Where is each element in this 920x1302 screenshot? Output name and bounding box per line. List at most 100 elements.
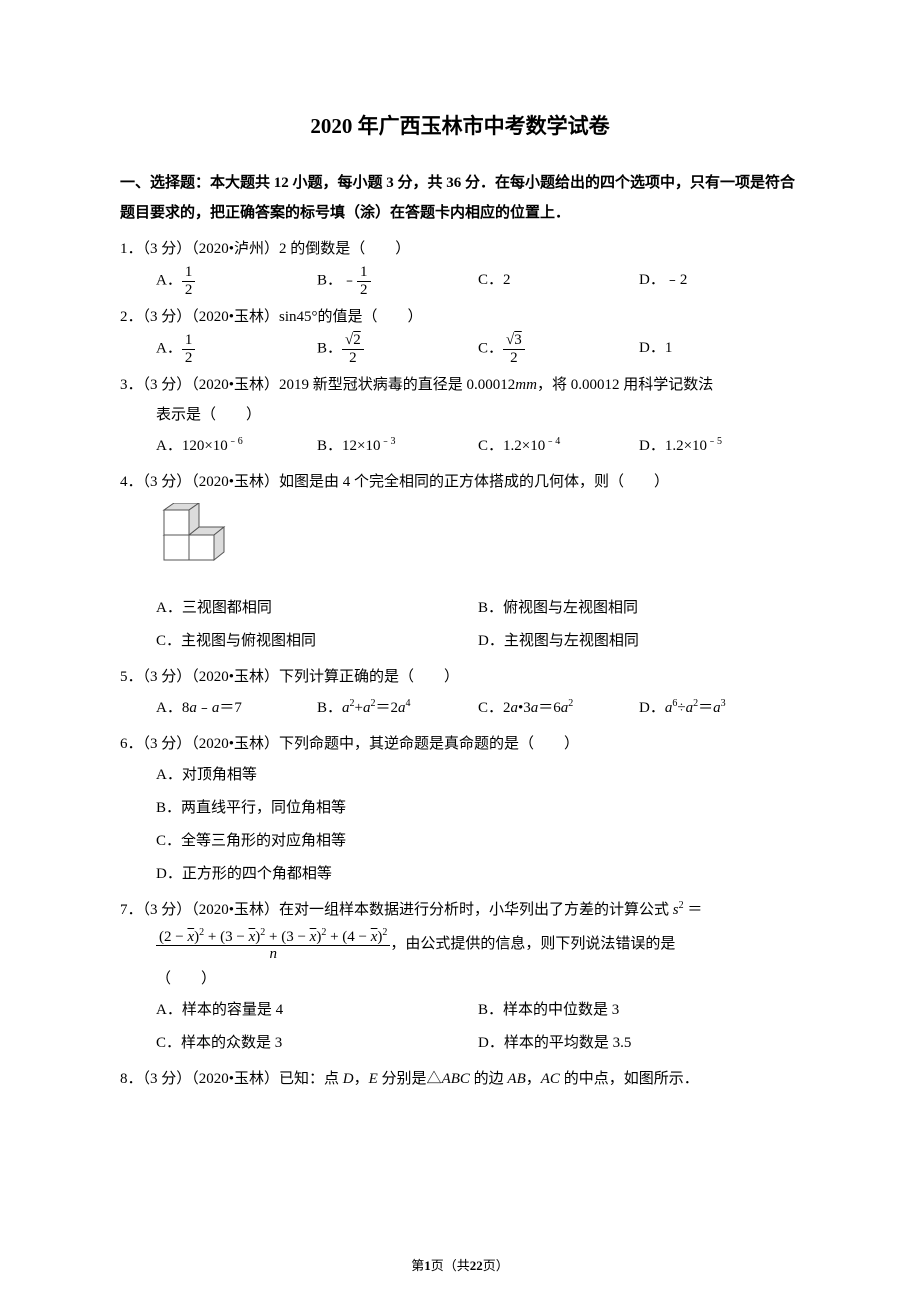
q3-c-sup: ﹣4 xyxy=(545,436,560,447)
q3-a-text: A．120×10 xyxy=(156,438,228,454)
q3-options: A．120×10﹣6 B．12×10﹣3 C．1.2×10﹣4 D．1.2×10… xyxy=(120,430,800,463)
q3-stem-line2: 表示是（ ） xyxy=(120,400,800,430)
q7-opt-c: C．样本的众数是 3 xyxy=(156,1027,478,1060)
q6-opt-b: B．两直线平行，同位角相等 xyxy=(120,792,800,825)
question-2: 2．（3 分）（2020•玉林）sin45°的值是（ ） A．12 B．√22 … xyxy=(120,302,800,366)
q2-opt-d: D．1 xyxy=(639,332,800,366)
q7-formula-line: (2 − x)2 + (3 − x)2 + (3 − x)2 + (4 − x)… xyxy=(120,925,800,964)
q3-stem-text: 3．（3 分）（2020•玉林）2019 新型冠状病毒的直径是 0.00012 xyxy=(120,377,515,393)
q4-stem: 4．（3 分）（2020•玉林）如图是由 4 个完全相同的正方体搭成的几何体，则… xyxy=(120,467,800,497)
footer-mid: 页（共 xyxy=(431,1258,470,1273)
exam-page: 2020 年广西玉林市中考数学试卷 一、选择题：本大题共 12 小题，每小题 3… xyxy=(0,0,920,1302)
q5-stem: 5．（3 分）（2020•玉林）下列计算正确的是（ ） xyxy=(120,662,800,692)
q5-a-var1: a xyxy=(189,700,197,716)
q5-d-pre: D． xyxy=(639,700,665,716)
question-6: 6．（3 分）（2020•玉林）下列命题中，其逆命题是真命题的是（ ） A．对顶… xyxy=(120,729,800,891)
q7-opt-a: A．样本的容量是 4 xyxy=(156,994,478,1027)
q2-b-prefix: B． xyxy=(317,340,342,356)
q3-mm: mm xyxy=(515,377,537,393)
frac-1-2-b: 12 xyxy=(182,332,196,366)
page-footer: 第1页（共22页） xyxy=(0,1255,920,1274)
page-title: 2020 年广西玉林市中考数学试卷 xyxy=(120,110,800,140)
q1-a-prefix: A． xyxy=(156,272,182,288)
q8-e: E xyxy=(369,1071,378,1087)
q8-mid: 分别是△ xyxy=(378,1071,442,1087)
cubes-svg xyxy=(156,503,236,575)
q8-stem: 8．（3 分）（2020•玉林）已知：点 D，E 分别是△ABC 的边 AB，A… xyxy=(120,1064,800,1094)
q8-ac: AC xyxy=(541,1071,560,1087)
section-header: 一、选择题：本大题共 12 小题，每小题 3 分，共 36 分．在每小题给出的四… xyxy=(120,168,800,228)
q3-b-sup: ﹣3 xyxy=(380,436,395,447)
q5-a-pre: A．8 xyxy=(156,700,189,716)
q4-opt-b: B．俯视图与左视图相同 xyxy=(478,592,800,625)
footer-total: 22 xyxy=(470,1258,483,1273)
q7-formula-after: ，由公式提供的信息，则下列说法错误的是 xyxy=(390,936,675,952)
q1-options: A．12 B．﹣12 C．2 D．﹣2 xyxy=(120,264,800,298)
q7-stem-line3: （ ） xyxy=(120,964,800,994)
q4-options-row1: A．三视图都相同 B．俯视图与左视图相同 xyxy=(120,592,800,625)
q8-c1: ， xyxy=(354,1071,369,1087)
q7-stem-line1: 7．（3 分）（2020•玉林）在对一组样本数据进行分析时，小华列出了方差的计算… xyxy=(120,895,800,925)
q7-options-row2: C．样本的众数是 3 D．样本的平均数是 3.5 xyxy=(120,1027,800,1060)
q2-c-prefix: C． xyxy=(478,340,503,356)
q3-opt-a: A．120×10﹣6 xyxy=(156,430,317,463)
q5-a-post: ＝7 xyxy=(219,700,242,716)
q7-stem-pre: 7．（3 分）（2020•玉林）在对一组样本数据进行分析时，小华列出了方差的计算… xyxy=(120,902,673,918)
q7-opt-b: B．样本的中位数是 3 xyxy=(478,994,800,1027)
question-4: 4．（3 分）（2020•玉林）如图是由 4 个完全相同的正方体搭成的几何体，则… xyxy=(120,467,800,658)
q4-opt-d: D．主视图与左视图相同 xyxy=(478,625,800,658)
q8-d: D xyxy=(343,1071,354,1087)
q1-opt-c: C．2 xyxy=(478,264,639,298)
q6-opt-d: D．正方形的四个角都相等 xyxy=(120,858,800,891)
q2-options: A．12 B．√22 C．√32 D．1 xyxy=(120,332,800,366)
q3-opt-d: D．1.2×10﹣5 xyxy=(639,430,800,463)
q3-d-sup: ﹣5 xyxy=(707,436,722,447)
q7-opt-d: D．样本的平均数是 3.5 xyxy=(478,1027,800,1060)
q7-options-row1: A．样本的容量是 4 B．样本的中位数是 3 xyxy=(120,994,800,1027)
q6-opt-a: A．对顶角相等 xyxy=(120,759,800,792)
q1-b-prefix: B． xyxy=(317,272,342,288)
q3-opt-c: C．1.2×10﹣4 xyxy=(478,430,639,463)
q5-opt-a: A．8a﹣a＝7 xyxy=(156,692,317,725)
q3-stem-line1: 3．（3 分）（2020•玉林）2019 新型冠状病毒的直径是 0.00012m… xyxy=(120,370,800,400)
q2-a-prefix: A． xyxy=(156,340,182,356)
question-3: 3．（3 分）（2020•玉林）2019 新型冠状病毒的直径是 0.00012m… xyxy=(120,370,800,463)
footer-pre: 第 xyxy=(411,1258,424,1273)
q6-stem: 6．（3 分）（2020•玉林）下列命题中，其逆命题是真命题的是（ ） xyxy=(120,729,800,759)
q7-stem-after: ＝ xyxy=(684,902,703,918)
q8-c2: ， xyxy=(526,1071,541,1087)
q3-a-sup: ﹣6 xyxy=(228,436,243,447)
question-7: 7．（3 分）（2020•玉林）在对一组样本数据进行分析时，小华列出了方差的计算… xyxy=(120,895,800,1060)
q6-opt-c: C．全等三角形的对应角相等 xyxy=(120,825,800,858)
q1-opt-b: B．﹣12 xyxy=(317,264,478,298)
q2-stem: 2．（3 分）（2020•玉林）sin45°的值是（ ） xyxy=(120,302,800,332)
q1-stem: 1．（3 分）（2020•泸州）2 的倒数是（ ） xyxy=(120,234,800,264)
question-5: 5．（3 分）（2020•玉林）下列计算正确的是（ ） A．8a﹣a＝7 B．a… xyxy=(120,662,800,725)
cubes-figure xyxy=(156,503,800,586)
q3-stem-after: ，将 0.00012 用科学记数法 xyxy=(537,377,713,393)
q3-c-text: C．1.2×10 xyxy=(478,438,545,454)
variance-formula: (2 − x)2 + (3 − x)2 + (3 − x)2 + (4 − x)… xyxy=(156,927,390,963)
q2-opt-a: A．12 xyxy=(156,332,317,366)
q3-d-text: D．1.2×10 xyxy=(639,438,707,454)
frac-neg-1-2: 12 xyxy=(357,264,371,298)
q2-opt-c: C．√32 xyxy=(478,332,639,366)
q4-opt-c: C．主视图与俯视图相同 xyxy=(156,625,478,658)
q5-a-mid: ﹣ xyxy=(197,700,212,716)
footer-end: 页） xyxy=(483,1258,509,1273)
q8-pre: 8．（3 分）（2020•玉林）已知：点 xyxy=(120,1071,343,1087)
frac-sqrt3-2: √32 xyxy=(503,332,525,366)
q8-abc: ABC xyxy=(442,1071,470,1087)
question-1: 1．（3 分）（2020•泸州）2 的倒数是（ ） A．12 B．﹣12 C．2… xyxy=(120,234,800,298)
q5-c-var: a xyxy=(511,700,519,716)
q4-opt-a: A．三视图都相同 xyxy=(156,592,478,625)
q5-opt-b: B．a2+a2＝2a4 xyxy=(317,692,478,725)
q3-b-text: B．12×10 xyxy=(317,438,380,454)
q8-end: 的中点，如图所示． xyxy=(560,1071,699,1087)
frac-1-2: 12 xyxy=(182,264,196,298)
q5-opt-c: C．2a•3a＝6a2 xyxy=(478,692,639,725)
q8-ab: AB xyxy=(507,1071,525,1087)
q5-b-var: a xyxy=(342,700,350,716)
q8-mid2: 的边 xyxy=(470,1071,508,1087)
q1-opt-a: A．12 xyxy=(156,264,317,298)
